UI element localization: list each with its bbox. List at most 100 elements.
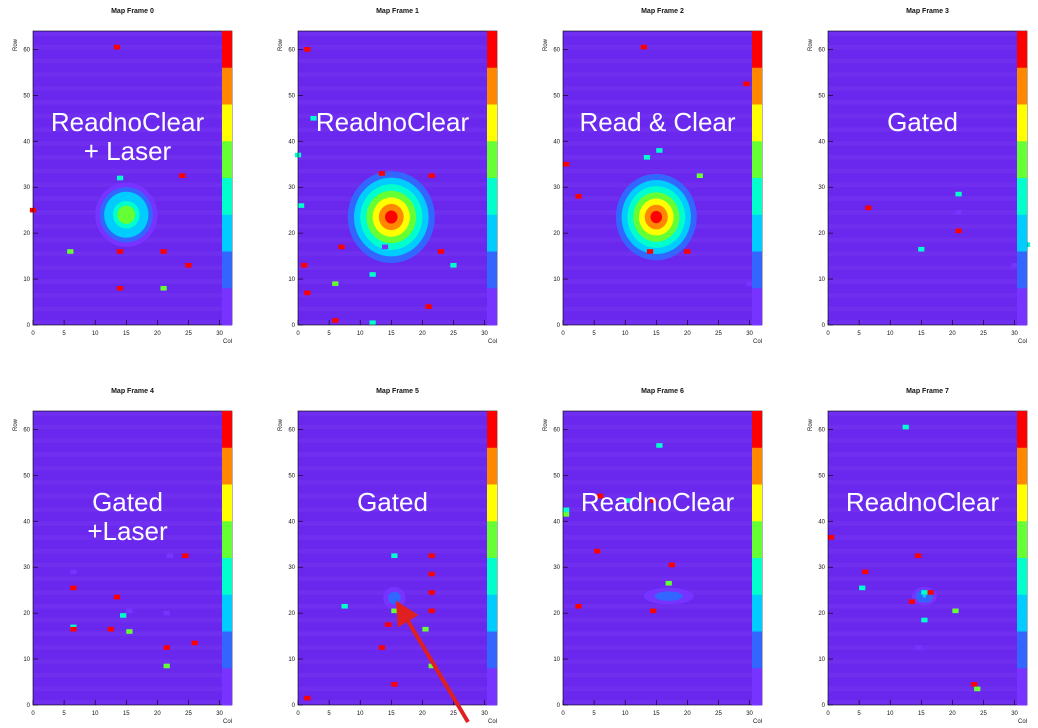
colorbar-segment bbox=[752, 411, 762, 449]
y-tick-label: 40 bbox=[288, 139, 295, 145]
background-stripe bbox=[33, 438, 232, 444]
background-stripe bbox=[33, 320, 232, 325]
x-tick-label: 15 bbox=[653, 331, 660, 337]
x-tick-label: 15 bbox=[388, 331, 395, 337]
hit-pixel bbox=[425, 304, 432, 309]
y-tick-label: 50 bbox=[553, 93, 560, 99]
spot-contour bbox=[121, 210, 131, 220]
background-stripe bbox=[563, 58, 762, 64]
colorbar-segment bbox=[752, 104, 762, 142]
colorbar-segment bbox=[222, 251, 232, 289]
hit-pixel bbox=[955, 228, 962, 234]
background-stripe bbox=[563, 306, 762, 312]
background-stripe bbox=[33, 590, 232, 595]
colorbar-segment bbox=[222, 668, 232, 706]
x-tick-label: 5 bbox=[62, 331, 66, 337]
hit-pixel bbox=[191, 640, 198, 646]
background-stripe bbox=[828, 223, 1027, 229]
frame-mode-label: ReadnoClear bbox=[51, 107, 205, 137]
background-stripe bbox=[563, 155, 762, 160]
background-stripe bbox=[828, 31, 1027, 36]
hit-pixel bbox=[650, 498, 657, 503]
x-tick-label: 5 bbox=[592, 711, 596, 717]
hit-pixel bbox=[865, 205, 872, 211]
hit-pixel bbox=[341, 603, 348, 609]
background-stripe bbox=[563, 113, 762, 119]
background-stripe bbox=[298, 466, 497, 471]
colorbar-segment bbox=[752, 447, 762, 485]
x-tick-label: 15 bbox=[123, 711, 130, 717]
background-stripe bbox=[298, 631, 497, 637]
y-tick-label: 20 bbox=[23, 231, 30, 237]
background-stripe bbox=[828, 72, 1027, 77]
background-stripe bbox=[828, 548, 1027, 554]
x-tick-label: 30 bbox=[216, 331, 223, 337]
colorbar-segment bbox=[487, 631, 497, 669]
x-tick-label: 5 bbox=[857, 711, 861, 717]
annotation-arrow bbox=[395, 600, 470, 724]
colorbar-segment bbox=[487, 31, 497, 69]
y-tick-label: 30 bbox=[553, 565, 560, 571]
colorbar-segment bbox=[752, 288, 762, 326]
heatmap-panel: Map Frame 4 0 5 10 15 20 25 30 0 10 20 30 40 50 60 Col R… bbox=[13, 388, 233, 725]
y-tick-label: 0 bbox=[822, 703, 826, 709]
hit-pixel bbox=[428, 663, 435, 669]
background-stripe bbox=[33, 99, 232, 105]
x-tick-label: 15 bbox=[918, 711, 925, 717]
frame-mode-label: Gated bbox=[357, 487, 428, 517]
hit-pixel bbox=[163, 663, 170, 669]
hit-pixel bbox=[391, 682, 398, 687]
heatmap-panel: Map Frame 6 0 5 10 15 20 25 30 0 10 20 30 40 50 60 Col R… bbox=[543, 388, 763, 725]
colorbar-segment bbox=[1017, 668, 1027, 706]
y-tick-label: 50 bbox=[818, 93, 825, 99]
y-tick-label: 30 bbox=[553, 185, 560, 191]
colorbar-segment bbox=[222, 411, 232, 449]
background-stripe bbox=[33, 521, 232, 526]
hit-pixel bbox=[70, 585, 77, 591]
background-stripe bbox=[828, 306, 1027, 312]
background-stripe bbox=[298, 113, 497, 119]
background-stripe bbox=[298, 672, 497, 678]
y-tick-label: 50 bbox=[818, 473, 825, 479]
background-stripe bbox=[33, 507, 232, 513]
x-tick-label: 0 bbox=[31, 331, 35, 337]
background-stripe bbox=[298, 86, 497, 91]
colorbar-segment bbox=[222, 631, 232, 669]
colorbar-segment bbox=[1017, 214, 1027, 252]
hit-pixel bbox=[563, 161, 570, 167]
colorbar-segment bbox=[752, 594, 762, 632]
frame-mode-label: Read & Clear bbox=[579, 107, 735, 137]
y-tick-label: 20 bbox=[553, 611, 560, 617]
x-axis-title: Col bbox=[1018, 339, 1027, 345]
background-stripe bbox=[563, 31, 762, 36]
background-stripe bbox=[563, 168, 762, 174]
background-stripe bbox=[563, 279, 762, 284]
background-stripe bbox=[563, 659, 762, 664]
background-stripe bbox=[563, 507, 762, 513]
hit-pixel bbox=[113, 44, 121, 50]
background-stripe bbox=[298, 659, 497, 664]
x-tick-label: 25 bbox=[185, 331, 192, 337]
hit-pixel bbox=[918, 246, 925, 252]
hit-pixel bbox=[301, 262, 308, 268]
x-tick-label: 30 bbox=[746, 711, 753, 717]
y-tick-label: 50 bbox=[23, 93, 30, 99]
background-stripe bbox=[33, 306, 232, 312]
y-tick-label: 40 bbox=[23, 519, 30, 525]
colorbar-segment bbox=[752, 178, 762, 216]
colorbar-segment bbox=[752, 141, 762, 179]
heatmap-panel: Map Frame 7 0 5 10 15 20 25 30 0 10 20 30 40 50 60 Col R… bbox=[808, 388, 1028, 725]
hit-pixel bbox=[126, 629, 133, 634]
x-tick-label: 20 bbox=[949, 711, 956, 717]
hit-pixel bbox=[743, 81, 750, 87]
background-stripe bbox=[563, 700, 762, 705]
y-tick-label: 20 bbox=[818, 611, 825, 617]
background-stripe bbox=[828, 424, 1027, 430]
background-stripe bbox=[563, 686, 762, 692]
background-stripe bbox=[33, 700, 232, 705]
background-stripe bbox=[828, 320, 1027, 325]
background-stripe bbox=[828, 645, 1027, 650]
hit-pixel bbox=[116, 285, 124, 291]
colorbar-segment bbox=[222, 288, 232, 326]
y-tick-label: 0 bbox=[557, 703, 561, 709]
